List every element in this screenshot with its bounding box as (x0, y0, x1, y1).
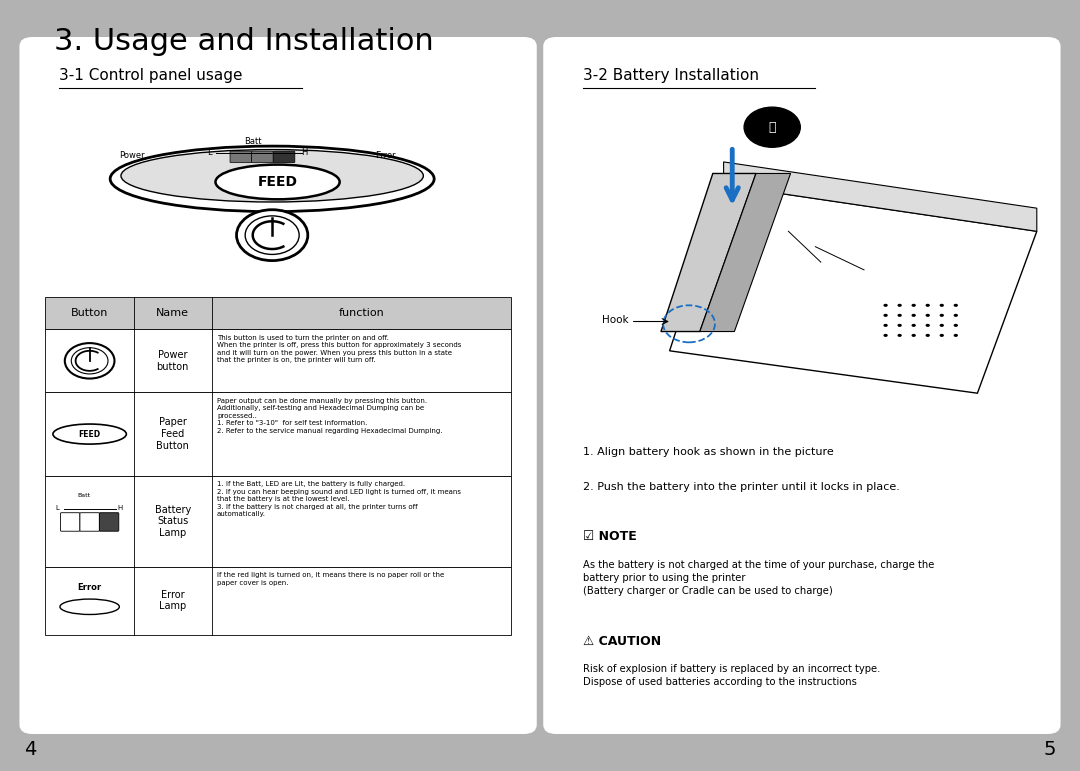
Circle shape (65, 343, 114, 379)
Text: Power
button: Power button (157, 350, 189, 372)
Text: Error: Error (375, 151, 396, 160)
Circle shape (912, 304, 916, 307)
Text: 3. Usage and Installation: 3. Usage and Installation (54, 27, 434, 56)
Circle shape (883, 314, 888, 317)
Text: 3-1 Control panel usage: 3-1 Control panel usage (59, 68, 243, 82)
Text: ⚠ CAUTION: ⚠ CAUTION (583, 635, 661, 648)
Circle shape (883, 324, 888, 327)
Text: Risk of explosion if battery is replaced by an incorrect type.
Dispose of used b: Risk of explosion if battery is replaced… (583, 664, 880, 687)
Ellipse shape (59, 599, 119, 614)
Circle shape (954, 314, 958, 317)
FancyBboxPatch shape (19, 37, 537, 734)
Bar (45, 476, 511, 567)
Polygon shape (661, 173, 756, 332)
Circle shape (897, 324, 902, 327)
Bar (45, 392, 511, 476)
Circle shape (912, 334, 916, 337)
Text: 4: 4 (24, 739, 36, 759)
Circle shape (71, 348, 108, 374)
Circle shape (744, 107, 800, 147)
Circle shape (897, 314, 902, 317)
Text: Paper output can be done manually by pressing this button.
Additionally, self-te: Paper output can be done manually by pre… (217, 398, 443, 434)
Circle shape (940, 314, 944, 317)
Text: Batt: Batt (78, 493, 91, 497)
Circle shape (897, 304, 902, 307)
Text: As the battery is not charged at the time of your purchase, charge the
battery p: As the battery is not charged at the tim… (583, 560, 934, 596)
Circle shape (954, 334, 958, 337)
Text: Paper
Feed
Button: Paper Feed Button (157, 417, 189, 451)
Text: 1. Align battery hook as shown in the picture: 1. Align battery hook as shown in the pi… (583, 447, 834, 457)
Text: Button: Button (71, 308, 108, 318)
Circle shape (883, 304, 888, 307)
Text: L: L (207, 148, 212, 157)
FancyBboxPatch shape (60, 513, 80, 531)
Polygon shape (670, 185, 1037, 393)
Text: Error: Error (78, 583, 102, 592)
Text: Hook: Hook (602, 315, 629, 325)
Text: FEED: FEED (257, 175, 298, 189)
Circle shape (926, 314, 930, 317)
FancyBboxPatch shape (273, 151, 295, 163)
Text: FEED: FEED (79, 429, 100, 439)
Text: H: H (301, 148, 308, 157)
Bar (45, 297, 511, 329)
Text: ⚿: ⚿ (769, 121, 775, 133)
Circle shape (912, 324, 916, 327)
Circle shape (883, 334, 888, 337)
Bar (45, 567, 511, 635)
Circle shape (940, 334, 944, 337)
Text: This button is used to turn the printer on and off.
When the printer is off, pre: This button is used to turn the printer … (217, 335, 461, 363)
FancyBboxPatch shape (99, 513, 119, 531)
Circle shape (245, 216, 299, 254)
Polygon shape (700, 173, 791, 332)
Text: 2. Push the battery into the printer until it locks in place.: 2. Push the battery into the printer unt… (583, 482, 900, 492)
Circle shape (926, 304, 930, 307)
FancyBboxPatch shape (80, 513, 99, 531)
Circle shape (954, 304, 958, 307)
Text: 5: 5 (1043, 739, 1056, 759)
Text: function: function (338, 308, 384, 318)
Ellipse shape (216, 165, 340, 200)
Circle shape (897, 334, 902, 337)
Text: H: H (118, 506, 122, 511)
Text: Error
Lamp: Error Lamp (159, 590, 187, 611)
Text: Batt: Batt (244, 136, 261, 146)
FancyBboxPatch shape (230, 151, 252, 163)
Text: ☑ NOTE: ☑ NOTE (583, 530, 637, 544)
Ellipse shape (53, 424, 126, 444)
FancyBboxPatch shape (252, 151, 273, 163)
Text: If the red light is turned on, it means there is no paper roll or the
paper cove: If the red light is turned on, it means … (217, 572, 444, 586)
Circle shape (940, 304, 944, 307)
Circle shape (912, 314, 916, 317)
Text: 1. If the Batt, LED are Lit, the battery is fully charged.
2. If you can hear be: 1. If the Batt, LED are Lit, the battery… (217, 481, 461, 517)
Text: Name: Name (157, 308, 189, 318)
FancyBboxPatch shape (543, 37, 1061, 734)
Text: Power: Power (119, 151, 145, 160)
Ellipse shape (110, 146, 434, 212)
Circle shape (926, 324, 930, 327)
Polygon shape (724, 162, 1037, 231)
Circle shape (954, 324, 958, 327)
Text: Battery
Status
Lamp: Battery Status Lamp (154, 504, 191, 538)
Circle shape (940, 324, 944, 327)
Text: L: L (55, 506, 59, 511)
Text: 3-2 Battery Installation: 3-2 Battery Installation (583, 68, 759, 82)
Ellipse shape (121, 150, 423, 202)
Circle shape (926, 334, 930, 337)
Circle shape (237, 210, 308, 261)
Bar (45, 329, 511, 392)
